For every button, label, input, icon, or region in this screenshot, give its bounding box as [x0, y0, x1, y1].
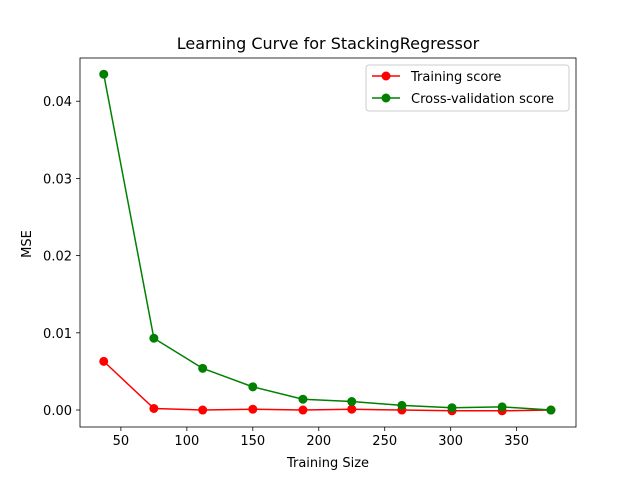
y-axis-label: MSE [20, 230, 35, 258]
chart-title: Learning Curve for StackingRegressor [177, 34, 480, 53]
y-tick-label: 0.01 [43, 327, 72, 342]
plot-area: 50 100 150 200 250 300 350 0.00 0.01 0.02 0.03 0.04 [43, 57, 577, 449]
x-tick-label: 350 [504, 434, 529, 449]
y-tick-label: 0.04 [43, 95, 72, 110]
cross-validation-score-point [248, 382, 258, 392]
cross-validation-score-point [447, 403, 457, 413]
training-score-point [99, 356, 109, 366]
legend-box [365, 64, 570, 112]
y-tick-label: 0.02 [43, 250, 72, 265]
training-score-point [149, 403, 159, 413]
x-tick-label: 100 [174, 434, 199, 449]
x-tick-label: 50 [113, 434, 130, 449]
x-tick-label: 250 [372, 434, 397, 449]
cross-validation-score-point [298, 394, 308, 404]
legend-training-score-marker [381, 71, 391, 81]
cross-validation-score-point [347, 397, 357, 407]
training-score-point [248, 404, 258, 414]
x-tick-label: 150 [240, 434, 265, 449]
cross-validation-score-point [99, 69, 109, 79]
cross-validation-score-point [198, 363, 208, 373]
legend-cross-validation-score-label: Cross-validation score [411, 92, 554, 107]
y-tick-label: 0.03 [43, 172, 72, 187]
training-score-line [103, 360, 551, 412]
legend-cross-validation-score-marker [381, 93, 391, 103]
cross-validation-score-point [497, 402, 507, 412]
cross-validation-score-point [397, 400, 407, 410]
axes-frame [79, 57, 577, 428]
legend-training-score-label: Training score [410, 70, 501, 85]
legend: Training score Cross-validation score [365, 64, 570, 112]
cross-validation-score-point [149, 333, 159, 343]
x-tick-label: 200 [306, 434, 331, 449]
training-score-point [298, 405, 308, 415]
x-axis-label: Training Size [286, 456, 369, 471]
cross-validation-score-point [546, 405, 556, 415]
training-score-point [347, 404, 357, 414]
training-score-point [198, 405, 208, 415]
cross-validation-score-line [103, 74, 551, 411]
y-tick-label: 0.00 [43, 404, 72, 419]
x-tick-label: 300 [438, 434, 463, 449]
